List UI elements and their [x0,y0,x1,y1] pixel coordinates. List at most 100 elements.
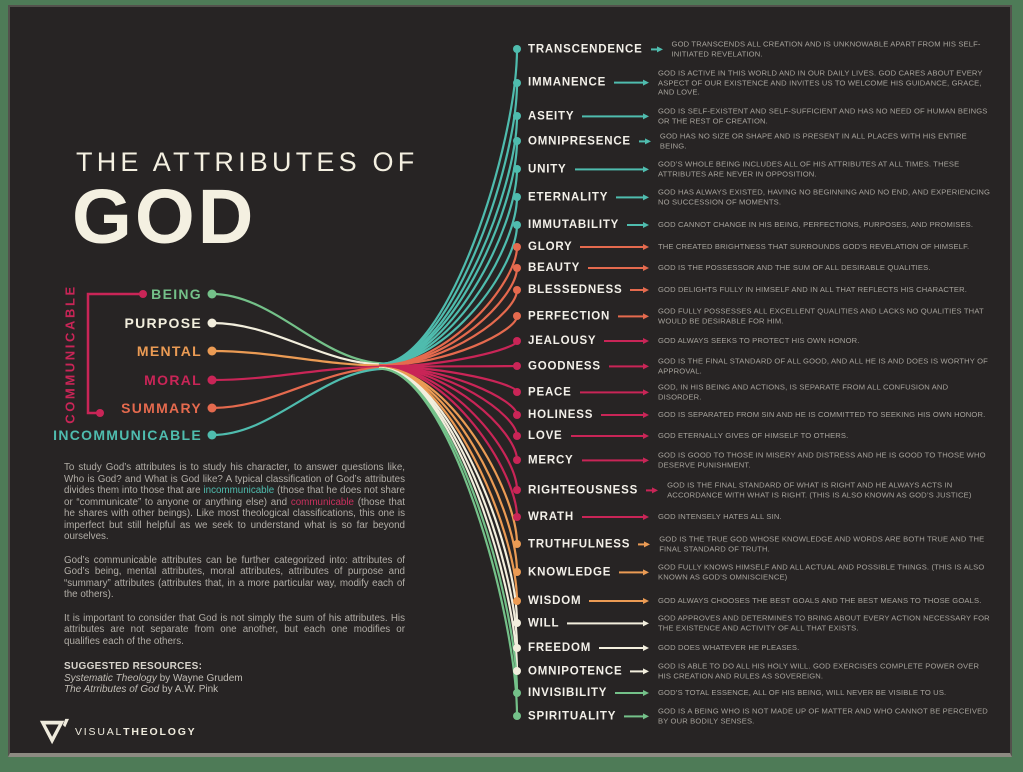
attribute-description: GOD TRANSCENDS ALL CREATION AND IS UNKNO… [671,39,981,58]
connector-arrow [608,363,649,369]
attribute-description: GOD APPROVES AND DETERMINES TO BRING ABO… [658,613,990,632]
attribute-description: GOD FULLY POSSESSES ALL EXCELLENT QUALIT… [658,306,984,325]
category-label: SUMMARY [121,400,202,416]
attribute-row: LOVE GOD ETERNALLY GIVES OF HIMSELF TO OT… [528,430,992,442]
attribute-row: KNOWLEDGE GOD FULLY KNOWS HIMSELF AND ALL… [528,562,992,581]
attribute-label: GOODNESS [528,360,601,372]
attribute-row: WRATH GOD INTENSELY HATES ALL SIN. [528,511,992,523]
attribute-row: BEAUTY GOD IS THE POSSESSOR AND THE SUM O… [528,262,992,274]
attribute-row: MERCY GOD IS GOOD TO THOSE IN MISERY AND … [528,450,992,469]
category-row: BEING [40,286,202,302]
connector-arrow [638,138,651,144]
connector-arrow [604,338,649,344]
attribute-label: FREEDOM [528,642,592,654]
arrowhead-icon [656,46,663,52]
attribute-description: GOD’S TOTAL ESSENCE, ALL OF HIS BEING, W… [658,688,947,698]
connector-arrow [630,668,649,674]
arrowhead-icon [644,138,651,144]
connector-arrow [582,113,649,119]
connector-arrow [638,541,651,547]
attribute-row: BLESSEDNESS GOD DELIGHTS FULLY IN HIMSELF… [528,284,992,296]
connector-arrow [599,645,649,651]
attribute-row: PEACE GOD, IN HIS BEING AND ACTIONS, IS S… [528,382,992,401]
connector-arrow [589,598,649,604]
category-label: PURPOSE [124,315,202,331]
connector-arrow [570,433,649,439]
attribute-description: GOD ETERNALLY GIVES OF HIMSELF TO OTHERS… [658,431,849,441]
connector-arrow [601,412,649,418]
attribute-row: SPIRITUALITY GOD IS A BEING WHO IS NOT MA… [528,706,992,725]
intro-paragraph-2: God’s communicable attributes can be fur… [64,554,405,601]
attribute-label: IMMUTABILITY [528,219,620,231]
category-row: PURPOSE [40,315,202,331]
attribute-row: ETERNALITY GOD HAS ALWAYS EXISTED, HAVING… [528,187,992,206]
resource-book-2: The Atrributes of God by A.W. Pink [64,684,219,696]
attribute-label: RIGHTEOUSNESS [528,484,639,496]
attribute-row: HOLINESS GOD IS SEPARATED FROM SIN AND HE… [528,409,992,421]
attribute-description: GOD IS SEPARATED FROM SIN AND HE IS COMM… [658,410,986,420]
connector-arrow [567,620,649,626]
attribute-row: TRUTHFULNESS GOD IS THE TRUE GOD WHOSE KN… [528,534,992,553]
visual-theology-logo-icon [39,718,69,745]
arrowhead-icon [643,620,649,626]
connector-arrow [579,389,649,395]
attribute-row: FREEDOM GOD DOES WHATEVER HE PLEASES. [528,642,992,654]
arrowhead-icon [643,194,649,200]
attribute-row: GLORY THE CREATED BRIGHTNESS THAT SURROUN… [528,241,992,253]
arrowhead-icon [643,287,649,293]
attribute-row: ASEITY GOD IS SELF-EXISTENT AND SELF-SUFF… [528,106,992,125]
attribute-label: ETERNALITY [528,191,609,203]
attribute-description: GOD ALWAYS CHOOSES THE BEST GOALS AND TH… [658,596,982,606]
connector-arrow [619,569,649,575]
attribute-description: GOD ALWAYS SEEKS TO PROTECT HIS OWN HONO… [658,336,860,346]
attribute-description: GOD DELIGHTS FULLY IN HIMSELF AND IN ALL… [658,285,967,295]
attribute-label: SPIRITUALITY [528,710,617,722]
arrowhead-icon [643,363,649,369]
poster-title-line1: THE ATTRIBUTES OF [76,147,419,177]
attribute-label: GLORY [528,241,573,253]
attribute-label: PEACE [528,386,572,398]
attribute-row: IMMUTABILITY GOD CANNOT CHANGE IN HIS BEI… [528,219,992,231]
attribute-description: GOD IS ACTIVE IN THIS WORLD AND IN OUR D… [658,68,983,97]
connector-arrow [574,166,649,172]
arrowhead-icon [652,487,659,493]
attribute-row: RIGHTEOUSNESS GOD IS THE FINAL STANDARD O… [528,480,992,499]
connector-arrow [630,287,649,293]
attribute-label: WRATH [528,511,574,523]
attribute-description: GOD IS A BEING WHO IS NOT MADE UP OF MAT… [658,706,988,725]
arrowhead-icon [643,412,649,418]
suggested-resources-heading: SUGGESTED RESOURCES: [64,661,203,672]
category-row: MENTAL [40,343,202,359]
category-row: SUMMARY [40,400,202,416]
attribute-label: PERFECTION [528,310,611,322]
attribute-description: GOD IS SELF-EXISTENT AND SELF-SUFFICIENT… [658,106,988,125]
category-row: INCOMMUNICABLE [40,427,202,443]
attribute-row: WILL GOD APPROVES AND DETERMINES TO BRING… [528,613,992,632]
attribute-description: GOD INTENSELY HATES ALL SIN. [658,512,782,522]
attribute-description: GOD DOES WHATEVER HE PLEASES. [658,643,800,653]
connector-arrow [627,222,649,228]
category-label: MORAL [144,372,202,388]
intro-paragraph-1: To study God’s attributes is to study hi… [64,462,405,542]
attribute-row: OMNIPRESENCE GOD HAS NO SIZE OR SHAPE AND… [528,131,992,150]
incommunicable-highlight: incommunicable [203,485,275,496]
category-label: MENTAL [136,343,202,359]
attribute-label: JEALOUSY [528,335,597,347]
attribute-label: KNOWLEDGE [528,566,612,578]
resource-book-1: Systematic Theology by Wayne Grudem [64,672,243,684]
attribute-row: JEALOUSY GOD ALWAYS SEEKS TO PROTECT HIS … [528,335,992,347]
attribute-label: HOLINESS [528,409,594,421]
attribute-description: GOD IS THE POSSESSOR AND THE SUM OF ALL … [658,263,931,273]
attribute-description: GOD IS THE FINAL STANDARD OF WHAT IS RIG… [667,480,972,499]
connector-arrow [615,690,649,696]
attribute-description: GOD, IN HIS BEING AND ACTIONS, IS SEPARA… [658,382,949,401]
connector-arrow [624,713,649,719]
arrowhead-icon [643,598,649,604]
connector-arrow [588,265,649,271]
attribute-label: IMMANENCE [528,77,607,89]
connector-arrow [581,514,649,520]
attribute-description: GOD FULLY KNOWS HIMSELF AND ALL ACTUAL A… [658,562,985,581]
attribute-label: OMNIPRESENCE [528,135,631,147]
arrowhead-icon [643,244,649,250]
